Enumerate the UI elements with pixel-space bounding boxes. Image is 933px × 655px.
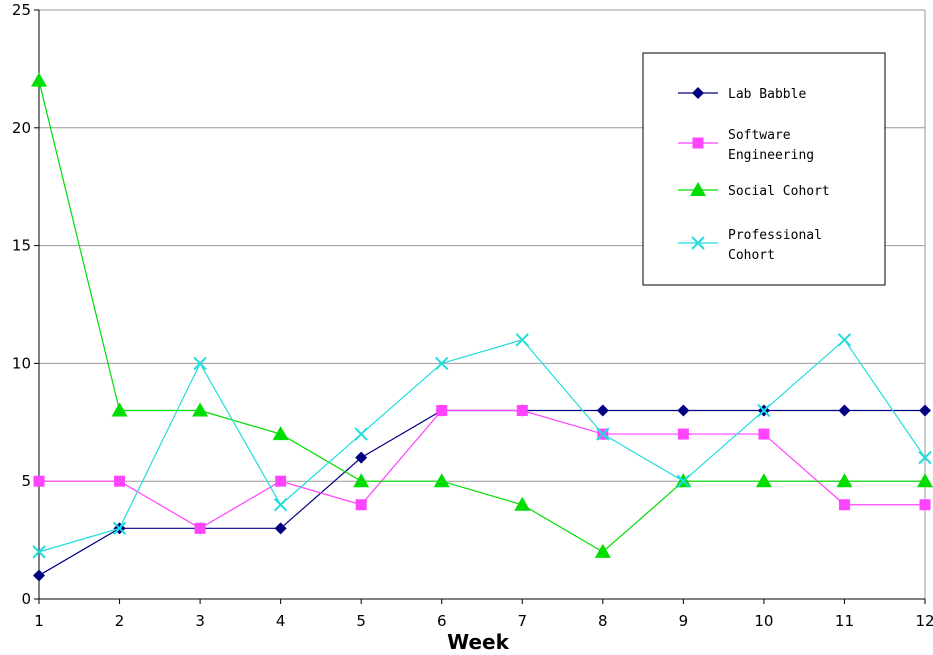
data-point	[355, 451, 368, 464]
data-point	[837, 333, 852, 347]
x-axis-label: Week	[447, 630, 509, 654]
legend-entry: Lab Babble	[678, 87, 806, 102]
data-point	[272, 426, 289, 441]
legend-entry: Social Cohort	[678, 182, 830, 199]
data-point	[757, 403, 771, 418]
data-point	[515, 333, 529, 347]
legend: Lab Babble Software Engineering Social Coho…	[642, 52, 886, 286]
y-tick-label: 15	[12, 237, 31, 255]
data-point	[194, 522, 206, 534]
legend-label: Engineering	[728, 148, 814, 163]
data-point	[274, 522, 287, 535]
legend-marker	[691, 236, 705, 250]
series-3	[32, 333, 932, 559]
x-tick-label: 10	[754, 612, 773, 630]
data-point	[31, 72, 47, 87]
legend-label: Software	[728, 128, 791, 143]
legend-entry: Professional Cohort	[678, 228, 822, 263]
series-2	[31, 72, 933, 558]
data-point	[33, 475, 45, 487]
data-point	[755, 473, 772, 488]
data-point	[514, 496, 531, 511]
data-point	[919, 499, 931, 511]
data-point	[677, 428, 689, 440]
data-point	[918, 450, 932, 465]
x-tick-label: 8	[598, 612, 608, 630]
x-tick-label: 11	[835, 612, 854, 630]
data-point	[433, 473, 450, 488]
data-point	[436, 405, 448, 417]
data-point	[917, 473, 933, 488]
data-point	[594, 543, 611, 558]
x-tick-label: 1	[34, 612, 44, 630]
data-point	[32, 545, 46, 559]
data-point	[355, 499, 367, 511]
x-tick-label: 2	[115, 612, 125, 630]
data-point	[193, 356, 207, 371]
y-tick-label: 0	[21, 590, 31, 608]
x-tick-label: 5	[356, 612, 366, 630]
data-point	[33, 569, 45, 582]
legend-label: Social Cohort	[728, 184, 830, 199]
data-point	[596, 427, 610, 441]
legend-marker	[690, 182, 706, 196]
legend-label: Professional	[728, 228, 822, 243]
legend-marker	[692, 137, 704, 149]
x-tick-label: 12	[915, 612, 933, 630]
y-tick-label: 20	[12, 119, 31, 137]
data-point	[353, 473, 370, 488]
data-point	[676, 474, 691, 488]
data-point	[516, 405, 528, 417]
legend-marker	[692, 87, 704, 99]
data-point	[596, 404, 609, 417]
legend-entry: Software Engineering	[678, 128, 814, 163]
data-point	[919, 404, 931, 417]
legend-label: Cohort	[728, 248, 775, 263]
x-tick-label: 7	[517, 612, 527, 630]
series-line	[39, 409, 925, 530]
data-point	[114, 475, 126, 487]
series-lines	[31, 72, 933, 582]
data-point	[273, 498, 288, 512]
data-point	[838, 499, 850, 511]
data-point	[354, 427, 368, 441]
data-point	[838, 404, 851, 417]
x-tick-label: 9	[679, 612, 689, 630]
legend-label: Lab Babble	[728, 87, 806, 102]
legend-box	[642, 52, 886, 286]
data-point	[111, 402, 128, 417]
data-point	[112, 521, 127, 536]
data-point	[275, 475, 287, 487]
y-tick-label: 10	[12, 354, 31, 372]
x-tick-label: 3	[195, 612, 205, 630]
data-point	[836, 473, 853, 488]
x-tick-label: 6	[437, 612, 447, 630]
data-point	[677, 404, 690, 417]
y-tick-label: 5	[21, 472, 31, 490]
data-point	[192, 402, 209, 417]
data-point	[758, 428, 770, 440]
series-line	[38, 338, 926, 553]
y-tick-label: 25	[12, 1, 31, 19]
series-line	[38, 80, 925, 553]
data-point	[435, 356, 449, 371]
x-tick-label: 4	[276, 612, 286, 630]
